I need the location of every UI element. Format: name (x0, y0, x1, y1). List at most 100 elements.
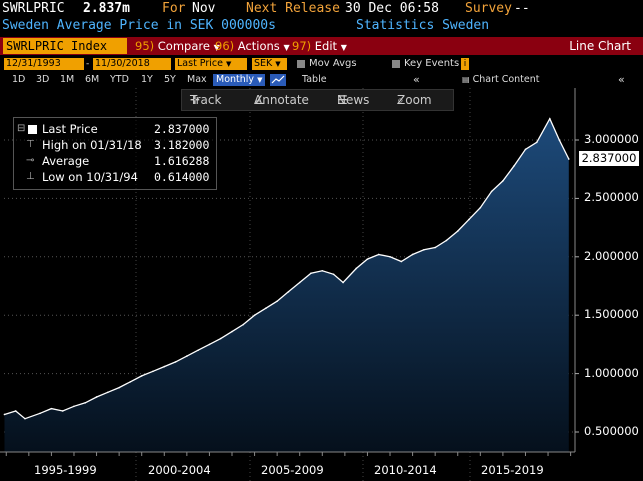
command-bar: SWRLPRIC Index 95) Compare ▼ 96) Actions… (0, 37, 643, 55)
compare-button[interactable]: 95) Compare ▼ (135, 37, 220, 55)
data-point (39, 412, 41, 415)
data-point (242, 323, 245, 326)
start-date-input[interactable]: 12/31/1993 (4, 58, 84, 70)
dropdown-arrow-icon: ▼ (340, 43, 347, 52)
legend-last-price-value: 2.837000 (154, 122, 210, 136)
data-point (118, 386, 120, 389)
actions-num: 96) (215, 39, 235, 53)
survey-value: -- (514, 1, 530, 16)
security-field[interactable]: SWRLPRIC Index (3, 38, 127, 54)
line-chart-icon[interactable] (270, 74, 286, 86)
data-point (434, 246, 436, 249)
compare-num: 95) (135, 39, 155, 53)
currency-select[interactable]: SEK ▼ (252, 58, 287, 70)
series-area (4, 118, 569, 452)
data-point (558, 139, 561, 141)
period-5y[interactable]: 5Y (164, 74, 176, 85)
legend-expand-icon[interactable]: ⊟ (17, 123, 26, 134)
data-point (265, 307, 267, 309)
data-point (298, 281, 301, 284)
legend-average-label: Average (42, 154, 90, 168)
period-controls: 1D 3D 1M 6M YTD 1Y 5Y Max Monthly ▼ Tabl… (0, 73, 643, 87)
data-point (355, 267, 357, 270)
data-point (73, 405, 75, 408)
field-select[interactable]: Last Price ▼ (175, 58, 247, 70)
x-tick-label: 2005-2009 (261, 463, 324, 477)
compare-label: Compare (157, 39, 210, 53)
dropdown-arrow-icon: ▼ (226, 60, 232, 68)
data-point (456, 230, 459, 232)
data-point (208, 343, 211, 346)
data-point (276, 300, 278, 302)
period-6m[interactable]: 6M (85, 74, 100, 85)
data-point (332, 273, 335, 276)
last-value: 2.837m (83, 1, 130, 16)
info-icon[interactable]: i (461, 58, 469, 70)
annotate-label: Annotate (254, 93, 309, 107)
data-point (568, 158, 570, 160)
edit-button[interactable]: 97) Edit ▼ (292, 37, 347, 55)
data-point (61, 410, 64, 412)
legend-average-value: 1.616288 (154, 154, 210, 168)
actions-button[interactable]: 96) Actions ▼ (215, 37, 290, 55)
next-release-label: Next Release (246, 1, 340, 16)
data-point (50, 407, 53, 410)
actions-label: Actions (237, 39, 280, 53)
chart-legend[interactable]: ⊟ Last Price 2.837000 ⊤ High on 01/31/18… (13, 117, 217, 190)
ticker-symbol: SWRLPRIC (2, 1, 65, 16)
dropdown-arrow-icon: ▼ (283, 43, 290, 52)
series-points (3, 117, 570, 420)
mov-avgs-label: Mov Avgs (309, 58, 357, 69)
data-point (197, 349, 199, 352)
end-date-input[interactable]: 11/30/2018 (93, 58, 171, 70)
key-events-checkbox[interactable] (392, 60, 400, 68)
chart-content-button[interactable]: ▤ Chart Content (462, 73, 540, 87)
data-point (445, 239, 448, 242)
news-icon: ☰ (337, 93, 348, 107)
date-separator: - (86, 59, 90, 69)
chart-toolbar: ✛ Track ∠ Annotate ☰ News ⌕ Zoom (181, 89, 454, 111)
collapse-left-icon[interactable]: « (413, 73, 420, 86)
y-tick-label: 2.500000 (584, 190, 639, 205)
period-1m[interactable]: 1M (60, 74, 75, 85)
data-point (253, 314, 256, 316)
price-chart[interactable] (0, 88, 643, 481)
data-point (163, 365, 166, 368)
data-point (490, 190, 493, 193)
line-chart-glyph (271, 75, 285, 84)
period-ytd[interactable]: YTD (110, 74, 129, 85)
last-price-marker: 2.837000 (579, 151, 639, 166)
data-point (468, 218, 470, 221)
chart-content-label: Chart Content (472, 74, 540, 85)
zoom-label: Zoom (397, 93, 432, 107)
period-1y[interactable]: 1Y (141, 74, 153, 85)
period-1d[interactable]: 1D (12, 74, 26, 85)
frequency-select[interactable]: Monthly ▼ (213, 74, 266, 86)
mov-avgs-checkbox[interactable] (297, 60, 305, 68)
period-3d[interactable]: 3D (36, 74, 50, 85)
period-max[interactable]: Max (187, 74, 207, 85)
data-point (14, 410, 17, 412)
table-button[interactable]: Table (302, 74, 327, 85)
field-select-value: Last Price (177, 58, 223, 69)
legend-high-value: 3.182000 (154, 138, 210, 152)
for-label: For (162, 1, 186, 16)
legend-swatch (28, 125, 37, 134)
x-tick-label: 1995-1999 (34, 463, 97, 477)
legend-row-high: ⊤ High on 01/31/18 3.182000 (14, 137, 216, 153)
collapse-right-icon[interactable]: « (618, 73, 625, 86)
data-point (411, 253, 414, 256)
data-point (513, 164, 515, 167)
y-tick-label: 3.000000 (584, 132, 639, 146)
y-tick-label: 2.000000 (584, 248, 639, 263)
average-marker-icon: ⊸ (26, 155, 35, 166)
data-point (342, 281, 344, 284)
pencil-icon: ∠ (254, 93, 265, 107)
x-tick-label: 2015-2019 (481, 463, 544, 477)
edit-num: 97) (292, 39, 312, 53)
data-point (3, 413, 6, 416)
x-tick-label: 2010-2014 (374, 463, 437, 477)
data-point (535, 141, 538, 144)
data-point (377, 253, 380, 256)
dropdown-arrow-icon: ▼ (257, 76, 263, 84)
